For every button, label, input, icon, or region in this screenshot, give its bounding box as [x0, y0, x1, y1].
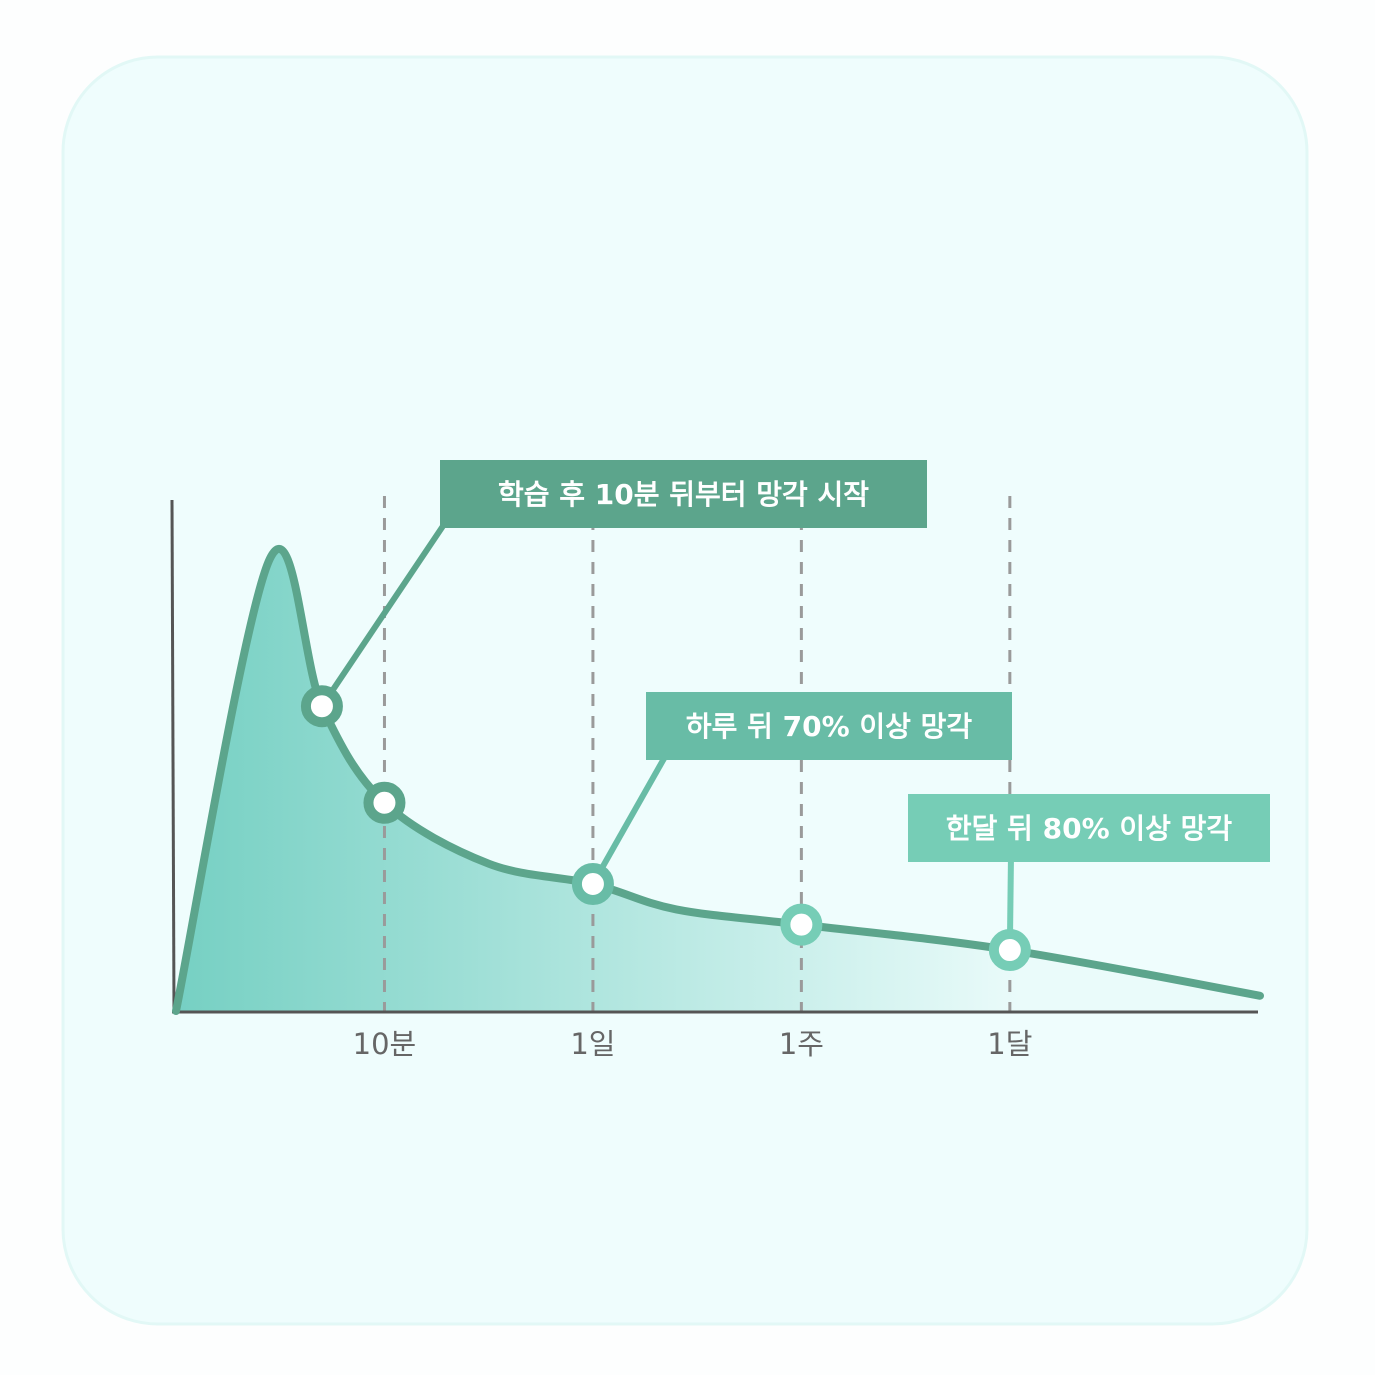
callout-leader-line — [590, 753, 669, 886]
callout-label: 한달 뒤 80% 이상 망각 — [946, 812, 1233, 845]
callout-label: 학습 후 10분 뒤부터 망각 시작 — [498, 478, 869, 511]
y-axis-line — [170, 499, 176, 1014]
curve-area-fill — [176, 548, 1260, 1011]
x-tick-label: 1달 — [987, 1027, 1032, 1061]
x-tick-label: 1주 — [779, 1027, 824, 1061]
callout-label: 하루 뒤 70% 이상 망각 — [686, 710, 973, 743]
callout-box — [440, 460, 927, 528]
retention-curve-line — [172, 545, 1264, 1015]
curve-marker — [988, 929, 1031, 972]
callout-leader-line — [319, 521, 448, 708]
callout-box — [646, 692, 1012, 760]
curve-marker — [363, 781, 406, 824]
curve-marker — [300, 685, 343, 728]
curve-marker — [780, 903, 823, 946]
curve-marker — [571, 863, 614, 905]
callout-box — [908, 794, 1270, 862]
x-tick-label: 10분 — [353, 1027, 417, 1061]
x-tick-label: 1일 — [570, 1027, 615, 1061]
